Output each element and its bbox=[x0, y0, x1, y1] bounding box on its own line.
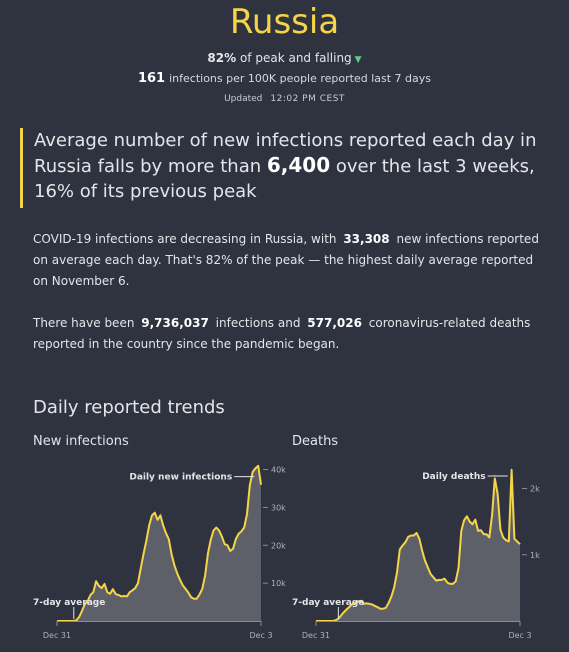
down-triangle-icon: ▼ bbox=[354, 55, 362, 65]
y-tick-label: 20k bbox=[271, 541, 286, 550]
y-tick-label: 1k bbox=[530, 551, 540, 560]
totals-paragraph: There have been 9,736,037 infections and… bbox=[33, 313, 543, 355]
average-line bbox=[57, 464, 262, 622]
average-annotation-label: 7-day average bbox=[33, 598, 105, 608]
x-end-label: Dec 3 bbox=[249, 631, 272, 640]
updated-time: 12:02 PM CEST bbox=[270, 94, 345, 104]
total-deaths-number: 577,026 bbox=[307, 316, 362, 330]
country-title: Russia bbox=[229, 2, 340, 42]
peak-percentage: 82% bbox=[207, 51, 237, 65]
callout-text-before: Average number of new infections reporte… bbox=[34, 130, 537, 177]
paragraph2-text3: coronavirus-related deaths reported in t… bbox=[33, 316, 531, 351]
peak-text: of peak and falling bbox=[239, 51, 352, 65]
updated-timestamp: Updated 12:02 PM CEST bbox=[0, 94, 569, 104]
chart-title-infections: New infections bbox=[33, 434, 129, 449]
average-annotation-label: 7-day average bbox=[292, 598, 364, 608]
y-tick-label: 30k bbox=[271, 503, 286, 512]
average-line bbox=[316, 468, 521, 622]
total-infections-number: 9,736,037 bbox=[141, 316, 209, 330]
callout-number: 6,400 bbox=[266, 153, 331, 177]
infections-rate-number: 161 bbox=[137, 71, 166, 86]
average-infections-number: 33,308 bbox=[343, 232, 390, 246]
infections-rate-text: infections per 100K people reported last… bbox=[169, 72, 432, 85]
x-start-label: Dec 31 bbox=[302, 631, 330, 640]
paragraph2-text1: There have been bbox=[33, 316, 135, 330]
y-tick-label: 40k bbox=[271, 466, 286, 475]
callout-text-after: over the last 3 weeks, 16% of its previo… bbox=[34, 156, 535, 202]
series-annotation-label: Daily new infections bbox=[129, 473, 232, 483]
chart-title-deaths: Deaths bbox=[292, 434, 339, 449]
updated-label: Updated bbox=[224, 94, 263, 104]
daily-area bbox=[57, 464, 261, 621]
infections-rate: 161 infections per 100K people reported l… bbox=[0, 71, 569, 86]
x-end-label: Dec 3 bbox=[508, 631, 531, 640]
y-tick-label: 10k bbox=[271, 579, 286, 588]
summary-callout: Average number of new infections reporte… bbox=[20, 128, 550, 208]
paragraph2-text2: infections and bbox=[215, 316, 301, 330]
paragraph1-text2: new infections reported on average each … bbox=[33, 232, 539, 288]
deaths-chart: 1k 2k Dec 31 Dec 3 7-day average Daily deaths bbox=[292, 464, 540, 640]
infections-chart: 10k 20k 30k 40k Dec 31 Dec 3 7-day average Dail… bbox=[33, 464, 286, 640]
daily-area bbox=[316, 464, 520, 621]
peak-status: 82% of peak and falling ▼ bbox=[0, 51, 569, 65]
x-start-label: Dec 31 bbox=[43, 631, 71, 640]
paragraph1-text1: COVID-19 infections are decreasing in Ru… bbox=[33, 232, 337, 246]
y-tick-label: 2k bbox=[530, 485, 540, 494]
series-annotation-label: Daily deaths bbox=[422, 472, 485, 482]
section-title: Daily reported trends bbox=[33, 397, 225, 418]
infections-paragraph: COVID-19 infections are decreasing in Ru… bbox=[33, 229, 543, 292]
